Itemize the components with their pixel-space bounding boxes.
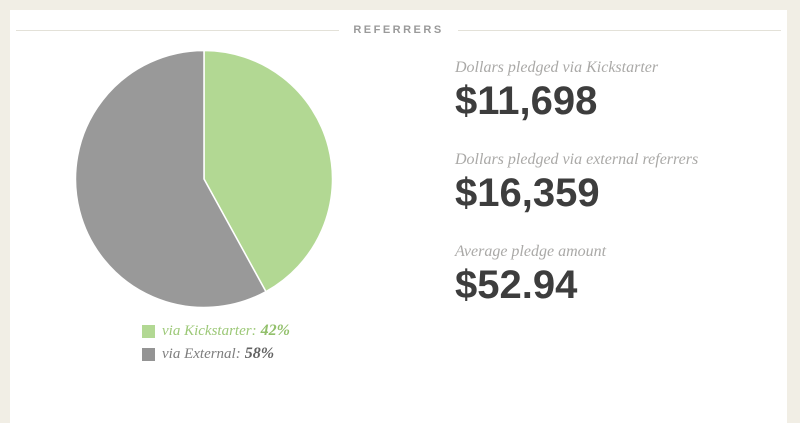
stats-column: Dollars pledged via Kickstarter $11,698 … [455,36,787,335]
stat-value: $52.94 [455,263,578,307]
legend-percent: 42% [260,322,290,339]
pie-chart-wrapper [74,49,334,309]
stat-label: Average pledge amount [455,243,607,260]
section-title: REFERRERS [353,24,444,36]
legend-swatch-kickstarter [142,324,155,338]
stat-average-pledge: Average pledge amount $52.94 [455,243,787,306]
referrers-panel: REFERRERS via Kickstarter: 42% via Exter… [10,10,787,423]
stat-pledged-kickstarter: Dollars pledged via Kickstarter $11,698 [455,59,787,122]
legend-percent: 58% [244,345,275,362]
header-rule-left [16,29,340,31]
legend-swatch-external [142,347,155,361]
pie-slice-via-external [74,49,267,309]
pie-slice-via-kickstarter [203,49,334,293]
chart-column: via Kickstarter: 42% via External: 58% [10,36,455,368]
stat-pledged-external: Dollars pledged via external referrers $… [455,151,787,214]
chart-legend: via Kickstarter: 42% via External: 58% [142,322,455,363]
section-header: REFERRERS [10,10,787,36]
legend-label: via External: [162,345,241,362]
stat-label: Dollars pledged via external referrers [455,151,699,168]
pie-chart [74,49,334,309]
stat-value: $11,698 [455,79,598,123]
legend-item-external: via External: 58% [142,345,455,363]
stat-label: Dollars pledged via Kickstarter [455,59,659,76]
referrers-content: via Kickstarter: 42% via External: 58% D… [10,36,787,368]
stat-value: $16,359 [455,171,600,215]
legend-item-kickstarter: via Kickstarter: 42% [142,322,455,340]
legend-label: via Kickstarter: [162,322,257,339]
header-rule-right [457,29,781,31]
